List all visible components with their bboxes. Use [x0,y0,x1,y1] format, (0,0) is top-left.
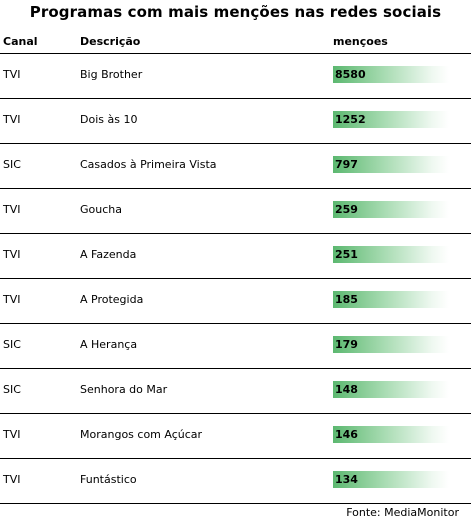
header-canal: Canal [3,35,38,48]
data-bar: 146 [333,426,449,443]
table-row: TVI Funtástico 134 [0,458,471,503]
cell-programa: Big Brother [80,68,143,81]
row-divider [0,233,471,234]
table-row: TVI Big Brother 8580 [0,53,471,98]
cell-canal: TVI [3,428,21,441]
row-divider [0,368,471,369]
cell-programa: Casados à Primeira Vista [80,158,217,171]
header-divider [0,53,471,54]
cell-programa: Senhora do Mar [80,383,168,396]
row-divider [0,413,471,414]
cell-canal: SIC [3,158,21,171]
cell-canal: SIC [3,383,21,396]
cell-programa: Funtástico [80,473,137,486]
cell-canal: TVI [3,248,21,261]
cell-canal: SIC [3,338,21,351]
table-row: TVI A Protegida 185 [0,278,471,323]
row-divider [0,278,471,279]
row-divider [0,188,471,189]
data-label: 1252 [335,113,366,126]
data-label: 251 [335,248,358,261]
data-bar: 179 [333,336,449,353]
data-label: 148 [335,383,358,396]
cell-canal: TVI [3,203,21,216]
cell-programa: A Protegida [80,293,144,306]
row-divider [0,503,471,504]
data-label: 146 [335,428,358,441]
cell-canal: TVI [3,473,21,486]
data-bar: 797 [333,156,449,173]
data-bar: 8580 [333,66,449,83]
table-row: SIC Senhora do Mar 148 [0,368,471,413]
table-row: TVI Goucha 259 [0,188,471,233]
data-bar: 259 [333,201,449,218]
data-bar: 185 [333,291,449,308]
table-row: TVI Morangos com Açúcar 146 [0,413,471,458]
data-label: 134 [335,473,358,486]
header-descricao: Descrição [80,35,141,48]
chart-title: Programas com mais menções nas redes soc… [29,3,442,21]
cell-canal: TVI [3,293,21,306]
cell-programa: Dois às 10 [80,113,138,126]
data-bar: 148 [333,381,449,398]
data-label: 185 [335,293,358,306]
data-bar: 134 [333,471,449,488]
header-mencoes: mençoes [333,35,388,48]
cell-programa: Morangos com Açúcar [80,428,203,441]
data-label: 259 [335,203,358,216]
table-row: SIC Casados à Primeira Vista 797 [0,143,471,188]
cell-programa: A Herança [80,338,138,351]
data-bar: 251 [333,246,449,263]
data-label: 797 [335,158,358,171]
source-note: Fonte: MediaMonitor [346,506,459,519]
data-label: 179 [335,338,358,351]
table-row: SIC A Herança 179 [0,323,471,368]
cell-programa: A Fazenda [80,248,137,261]
data-bar: 1252 [333,111,449,128]
table-header: Canal Descrição mençoes [0,33,471,53]
row-divider [0,143,471,144]
cell-canal: TVI [3,113,21,126]
cell-programa: Goucha [80,203,122,216]
table-row: TVI A Fazenda 251 [0,233,471,278]
cell-canal: TVI [3,68,21,81]
row-divider [0,323,471,324]
row-divider [0,458,471,459]
table-row: TVI Dois às 10 1252 [0,98,471,143]
data-label: 8580 [335,68,366,81]
row-divider [0,98,471,99]
